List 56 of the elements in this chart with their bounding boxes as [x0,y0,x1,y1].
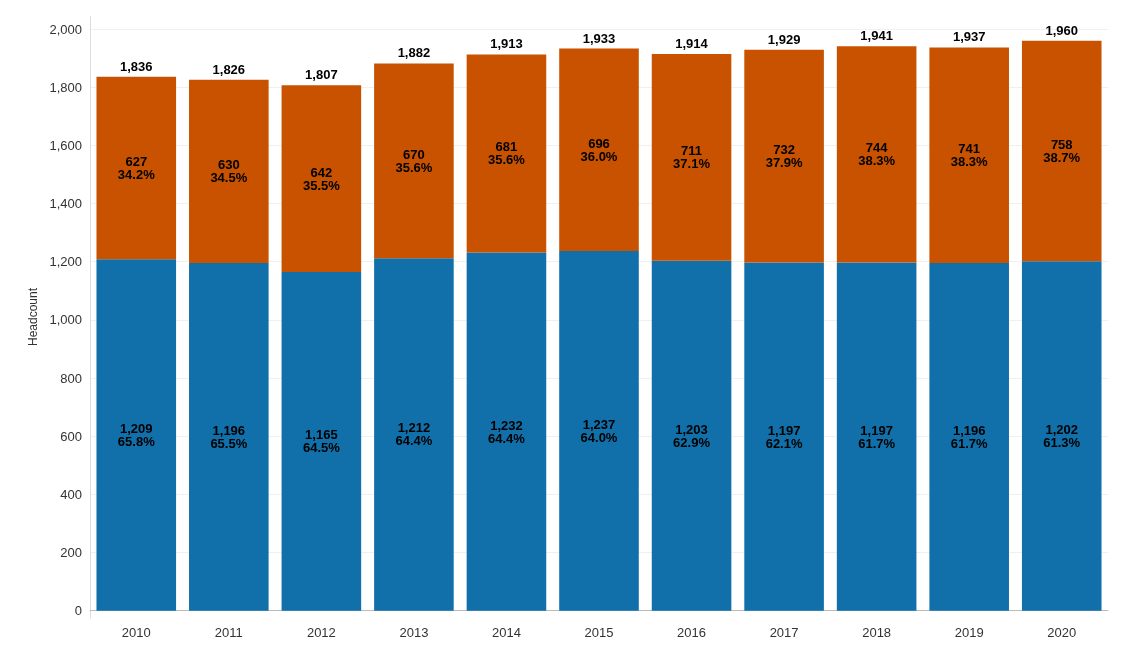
data-label: 758 38.7% [1043,136,1081,165]
y-tick-label: 0 [74,603,82,619]
data-label: 670 35.6% [395,146,433,175]
data-label: 681 35.6% [488,139,526,168]
y-tick-label: 1,600 [49,137,82,153]
total-label: 1,913 [490,36,523,52]
total-label: 1,933 [582,30,616,46]
total-label: 1,914 [675,36,709,52]
data-label: 1,237 64.0% [580,416,618,445]
x-tick-label: 2010 [121,625,151,640]
x-tick-label: 2014 [491,625,521,640]
data-label: 1,196 65.5% [210,422,248,451]
data-label: 741 38.3% [950,141,989,170]
data-label: 1,165 64.5% [302,427,341,456]
data-label: 1,209 65.8% [117,420,156,449]
data-label: 642 35.5% [302,164,341,193]
data-label: 1,232 64.4% [488,417,526,446]
y-tick-label: 800 [60,370,82,386]
data-label: 627 34.2% [117,153,156,182]
y-tick-label: 200 [60,545,82,561]
data-label: 696 36.0% [580,135,618,164]
y-tick-label: 2,000 [49,21,82,37]
x-tick-label: 2015 [584,625,614,640]
total-label: 1,941 [860,28,893,44]
data-label: 711 37.1% [673,143,711,172]
data-label: 1,197 62.1% [765,422,803,451]
x-tick-label: 2016 [677,625,707,640]
total-label: 1,836 [120,58,153,74]
data-label: 1,196 61.7% [950,422,989,451]
y-tick-label: 1,000 [49,312,82,328]
x-tick-label: 2013 [399,625,429,640]
total-label: 1,807 [305,67,338,83]
y-tick-label: 1,200 [49,254,82,270]
y-tick-label: 1,800 [49,79,82,95]
x-tick-label: 2017 [769,625,799,640]
total-label: 1,960 [1045,22,1078,38]
y-axis-title: Headcount [25,287,40,347]
data-label: 744 38.3% [858,140,896,169]
data-label: 732 37.9% [765,142,803,171]
x-tick-label: 2020 [1047,625,1077,640]
total-label: 1,929 [767,31,801,47]
data-label: 1,203 62.9% [673,421,711,450]
x-tick-label: 2019 [954,625,984,640]
data-label: 1,212 64.4% [395,420,433,449]
data-label: 630 34.5% [210,157,248,186]
x-tick-label: 2018 [862,625,892,640]
total-label: 1,937 [952,29,986,45]
x-tick-label: 2012 [306,625,336,640]
data-label: 1,197 61.7% [858,422,896,451]
data-label: 1,202 61.3% [1043,421,1081,450]
total-label: 1,882 [397,45,431,61]
y-tick-label: 600 [60,428,82,444]
total-label: 1,826 [212,61,246,77]
x-tick-label: 2011 [214,625,243,640]
y-tick-label: 400 [60,486,82,502]
y-tick-label: 1,400 [49,196,82,212]
